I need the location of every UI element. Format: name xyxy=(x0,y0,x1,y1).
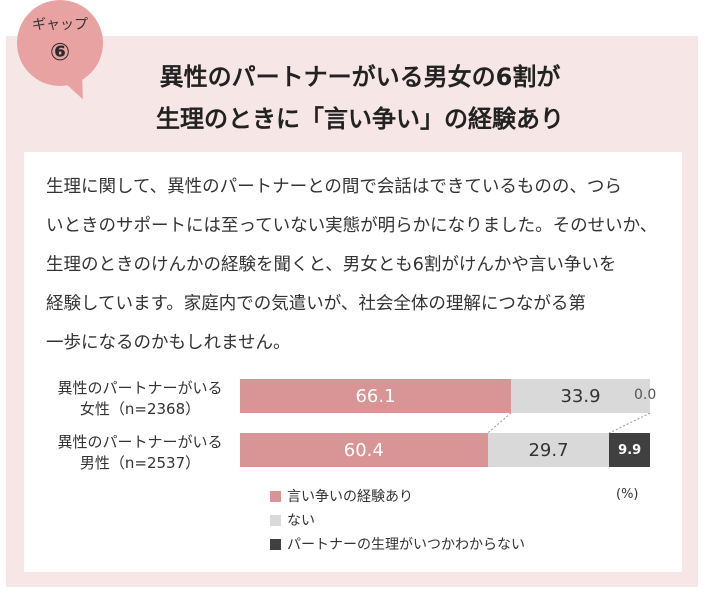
legend-item-none: ない xyxy=(270,510,315,530)
bar-segment: 33.9 xyxy=(511,379,650,413)
data-label: 66.1 xyxy=(355,385,396,407)
row-label-female: 異性のパートナーがいる 女性（n=2368） xyxy=(40,378,240,420)
row-label-line: 男性（n=2537） xyxy=(79,454,201,472)
content-panel xyxy=(24,152,682,572)
legend-swatch xyxy=(270,538,281,550)
bar-segment: 60.4 xyxy=(240,433,488,467)
data-label: 0.0 xyxy=(634,387,657,403)
legend-label: ない xyxy=(287,513,315,529)
gap-badge xyxy=(17,0,103,86)
legend-item-argued: 言い争いの経験あり xyxy=(270,486,413,506)
body-text: 生理に関して、異性のパートナーとの間で会話はできているものの、つら いときのサポ… xyxy=(46,168,682,363)
bar-segment: 66.1 xyxy=(240,379,511,413)
data-label: 9.9 xyxy=(618,442,642,458)
body-line: 一歩になるのかもしれません。 xyxy=(46,333,291,353)
data-label: 33.9 xyxy=(560,385,601,407)
legend-label: 言い争いの経験あり xyxy=(287,489,413,505)
row-label-line: 異性のパートナーがいる xyxy=(57,379,223,397)
body-line: 生理に関して、異性のパートナーとの間で会話はできているものの、つら xyxy=(46,177,622,197)
row-label-line: 異性のパートナーがいる xyxy=(57,433,223,451)
bar-segment: 29.7 xyxy=(487,433,610,467)
badge-number: ⑥ xyxy=(49,38,71,66)
row-label-line: 女性（n=2368） xyxy=(79,400,201,418)
headline-line-1: 異性のパートナーがいる男女の6割が xyxy=(159,63,561,91)
data-label: 60.4 xyxy=(343,439,384,461)
badge-label: ギャップ xyxy=(32,17,88,33)
body-line: 経験しています。家庭内での気遣いが、社会全体の理解につながる第 xyxy=(46,294,586,314)
unit-label: (%) xyxy=(616,487,639,502)
body-line: 生理のときのけんかの経験を聞くと、男女とも6割がけんかや言い争いを xyxy=(46,255,617,275)
bar-segment: 9.9 xyxy=(609,433,650,467)
headline-line-2: 生理のときに「言い争い」の経験あり xyxy=(156,105,564,133)
legend-swatch xyxy=(270,490,281,502)
connector-line xyxy=(609,412,651,434)
data-label: 29.7 xyxy=(528,439,569,461)
headline: 異性のパートナーがいる男女の6割が 生理のときに「言い争い」の経験あり xyxy=(90,56,630,140)
body-line: いときのサポートには至っていない実態が明らかになりました。そのせいか、 xyxy=(46,216,658,236)
row-label-male: 異性のパートナーがいる 男性（n=2537） xyxy=(40,432,240,474)
legend-item-unknown: パートナーの生理がいつかわからない xyxy=(270,534,525,554)
legend-label: パートナーの生理がいつかわからない xyxy=(287,537,525,553)
legend-swatch xyxy=(270,514,281,526)
connector-line xyxy=(487,412,512,434)
